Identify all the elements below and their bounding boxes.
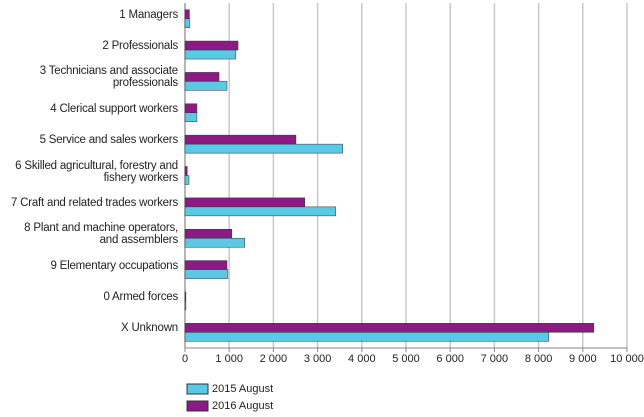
bar (184, 112, 198, 123)
legend-label: 2016 August (212, 400, 273, 412)
bar (184, 237, 245, 248)
bar (184, 206, 336, 217)
x-tick-label: 6 000 (436, 353, 464, 365)
legend-swatch (186, 383, 209, 395)
y-tick-label: 7 Craft and related trades workers (10, 196, 178, 209)
y-tick-label: 9 Elementary occupations (50, 259, 178, 272)
y-tick-label: 1 Managers (119, 8, 178, 21)
bar (184, 103, 198, 114)
bar (184, 72, 220, 82)
bar (184, 300, 187, 311)
bar (184, 40, 239, 51)
x-tick-label: 8 000 (525, 353, 553, 365)
bar (184, 49, 237, 60)
bar (184, 175, 190, 185)
y-tick-label: 4 Clerical support workers (50, 102, 178, 115)
bar (184, 9, 190, 19)
x-tick-label: 9 000 (569, 353, 597, 365)
y-tick-label: 5 Service and sales workers (39, 134, 179, 147)
bar (184, 81, 228, 91)
y-tick-label: 3 Technicians and associate professional… (39, 65, 178, 90)
bar (184, 18, 191, 28)
bar (184, 291, 187, 302)
y-tick-label: 2 Professionals (102, 40, 178, 53)
bar (184, 332, 550, 342)
x-tick-label: 2 000 (260, 353, 288, 365)
x-tick-label: 10 000 (610, 353, 644, 365)
y-tick-label: 8 Plant and machine operators, and assem… (24, 222, 178, 247)
x-tick-label: 0 (182, 353, 188, 365)
bar (184, 323, 595, 333)
bar (184, 228, 233, 239)
legend-label: 2015 August (212, 383, 273, 395)
bar (184, 143, 344, 154)
y-tick-label: 6 Skilled agricultural, forestry and fis… (15, 159, 178, 184)
bar (184, 260, 228, 270)
x-tick-label: 7 000 (481, 353, 509, 365)
bar (184, 197, 306, 208)
y-tick-label: X Unknown (120, 322, 178, 335)
y-tick-label: 0 Armed forces (103, 290, 178, 303)
x-tick-label: 4 000 (348, 353, 376, 365)
x-tick-label: 1 000 (215, 353, 243, 365)
legend-swatch (186, 400, 209, 412)
bar (184, 134, 297, 145)
bar (184, 166, 188, 176)
bar (184, 269, 229, 279)
x-tick-label: 3 000 (304, 353, 332, 365)
x-tick-label: 5 000 (392, 353, 420, 365)
